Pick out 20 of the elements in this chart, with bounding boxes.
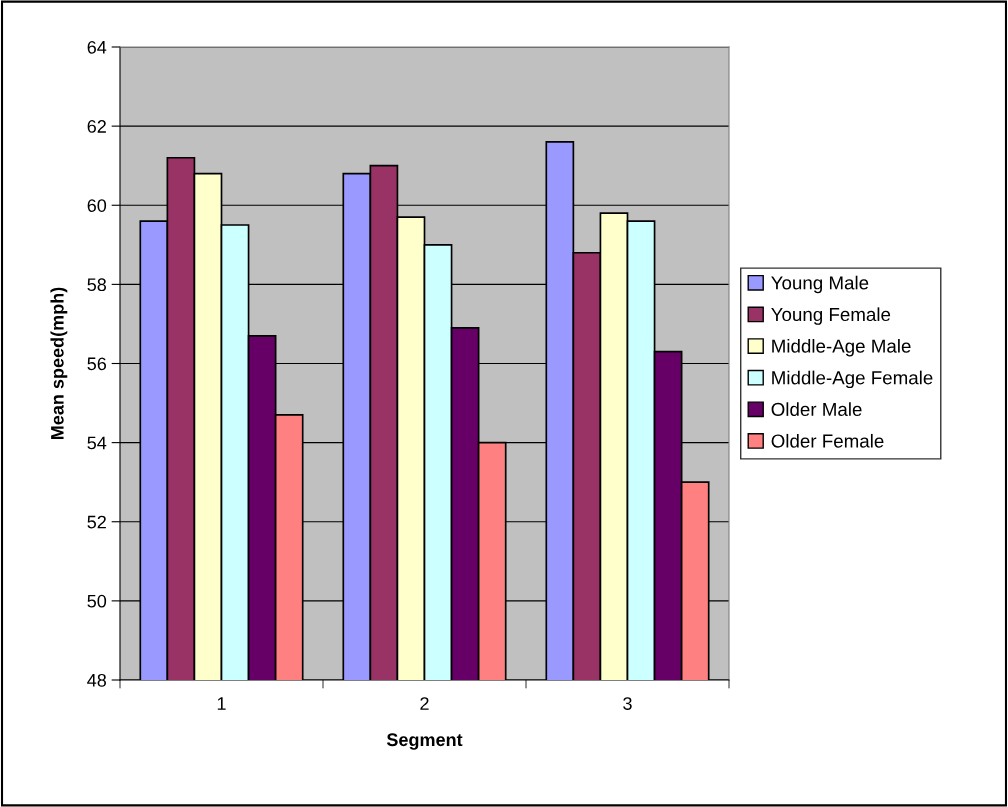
y-axis-title: Mean speed(mph) xyxy=(50,287,68,440)
x-axis-title: Segment xyxy=(386,733,463,750)
y-tick-label: 58 xyxy=(87,278,107,292)
y-tick-label: 50 xyxy=(87,594,107,608)
x-tick-label: 2 xyxy=(420,697,429,710)
legend-label: Young Male xyxy=(771,275,869,294)
y-tick-label: 56 xyxy=(87,357,107,371)
y-tick-label: 62 xyxy=(87,120,106,133)
x-tick-label: 1 xyxy=(217,697,226,710)
y-tick-label: 48 xyxy=(87,673,107,687)
legend-label: Older Male xyxy=(771,402,862,417)
legend-label: Middle-Age Female xyxy=(772,370,933,389)
y-tick-label: 52 xyxy=(87,515,106,529)
legend-label: Young Female xyxy=(771,307,891,325)
y-tick-label: 60 xyxy=(87,199,107,212)
y-tick-label: 54 xyxy=(87,436,107,450)
legend-label: Older Female xyxy=(771,433,884,448)
y-tick-label: 64 xyxy=(87,40,107,54)
x-tick-label: 3 xyxy=(623,697,632,710)
legend-label: Middle-Age Male xyxy=(772,338,911,357)
